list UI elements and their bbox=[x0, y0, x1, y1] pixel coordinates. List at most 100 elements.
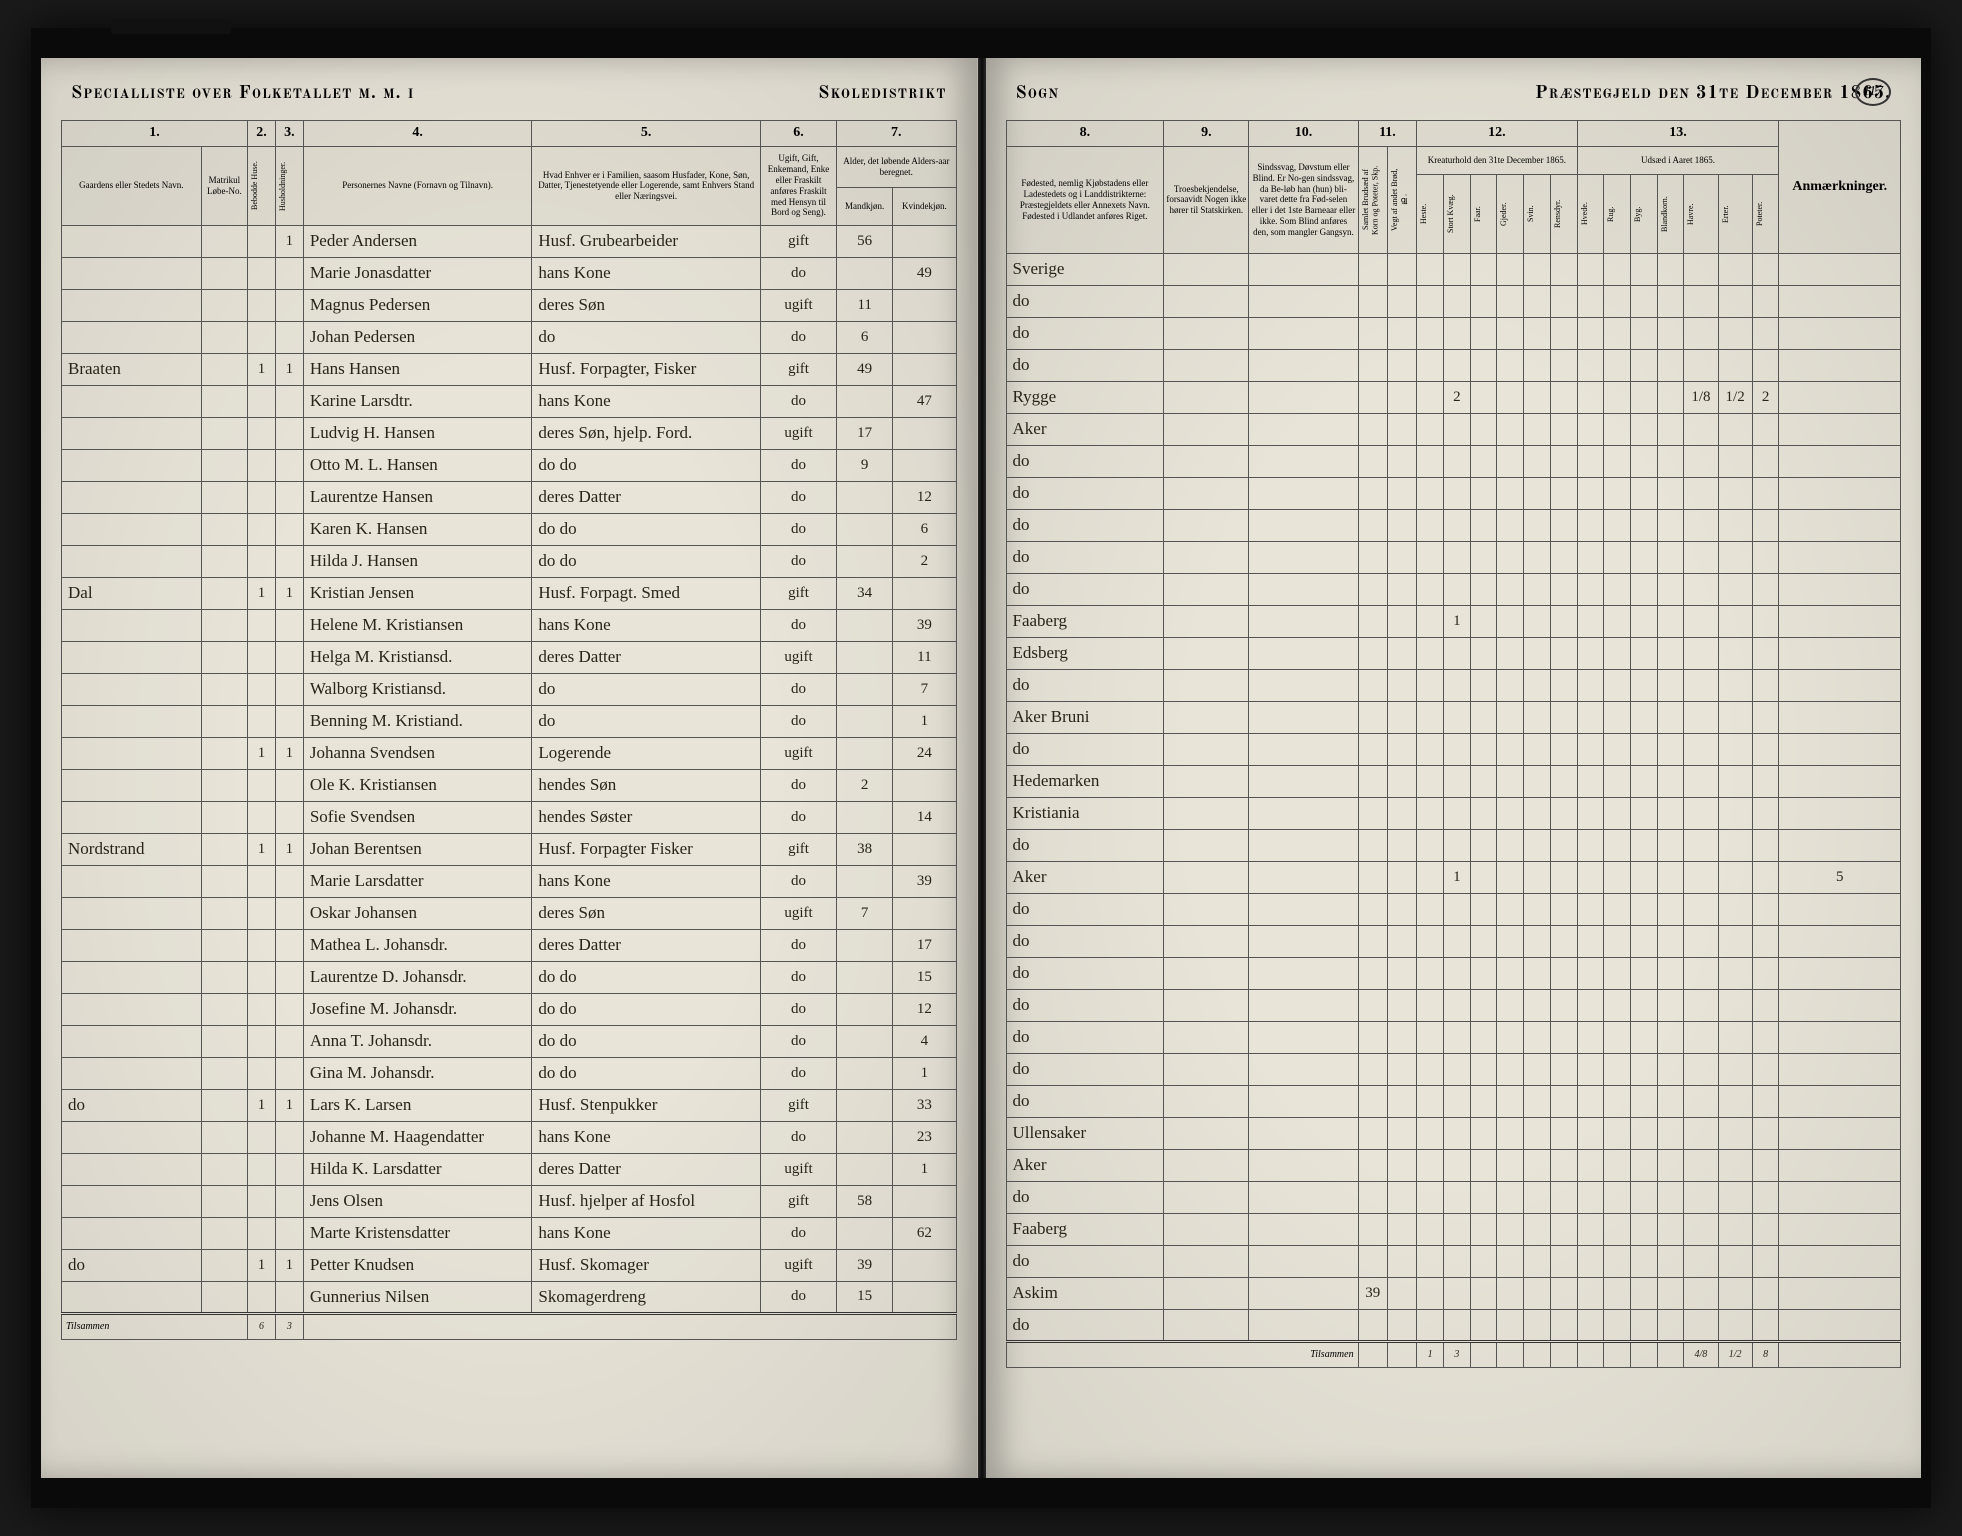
cell-11a bbox=[1358, 477, 1387, 509]
cell-birthplace: do bbox=[1006, 541, 1164, 573]
cell-household bbox=[275, 449, 303, 481]
binder-clip bbox=[111, 20, 231, 34]
cell-livestock bbox=[1444, 765, 1471, 797]
cell-sowing bbox=[1684, 253, 1718, 285]
cell-age-f: 15 bbox=[893, 961, 956, 993]
cell-11b bbox=[1387, 1085, 1416, 1117]
cell-role: deres Søn bbox=[532, 289, 761, 321]
cell-disability bbox=[1249, 893, 1358, 925]
cell-status: do bbox=[760, 609, 836, 641]
cell-sowing bbox=[1684, 765, 1718, 797]
cell-11b bbox=[1387, 893, 1416, 925]
table-row: Gunnerius NilsenSkomagerdrengdo15 bbox=[62, 1281, 957, 1313]
cell-status: gift bbox=[760, 577, 836, 609]
cell-sowing bbox=[1657, 285, 1684, 317]
cell-livestock bbox=[1497, 1277, 1524, 1309]
table-row: Ole K. Kristiansenhendes Søndo2 bbox=[62, 769, 957, 801]
cell-livestock bbox=[1417, 573, 1444, 605]
cell-age-m bbox=[837, 705, 893, 737]
cell-faith bbox=[1164, 1085, 1249, 1117]
cell-sowing bbox=[1684, 349, 1718, 381]
cell-livestock bbox=[1470, 861, 1497, 893]
cell-age-m bbox=[837, 961, 893, 993]
cell-livestock bbox=[1550, 765, 1577, 797]
table-row: Nordstrand11Johan BerentsenHusf. Forpagt… bbox=[62, 833, 957, 865]
cell-livestock bbox=[1444, 1053, 1471, 1085]
cell-sowing bbox=[1604, 797, 1631, 829]
cell-sowing bbox=[1684, 477, 1718, 509]
cell-sowing bbox=[1684, 541, 1718, 573]
cell-livestock bbox=[1497, 509, 1524, 541]
cell-sowing bbox=[1657, 253, 1684, 285]
cell-role: Husf. Forpagter, Fisker bbox=[532, 353, 761, 385]
cell-sowing bbox=[1752, 829, 1779, 861]
cell-age-m bbox=[837, 1057, 893, 1089]
cell-status: do bbox=[760, 1057, 836, 1089]
cell-sowing bbox=[1657, 317, 1684, 349]
cell-remarks bbox=[1779, 957, 1901, 989]
cell-household bbox=[275, 385, 303, 417]
table-row: Faaberg bbox=[1006, 1213, 1901, 1245]
cell-household bbox=[275, 801, 303, 833]
cell-livestock bbox=[1444, 989, 1471, 1021]
cell-place bbox=[62, 1153, 202, 1185]
col-4: 4. bbox=[303, 121, 532, 147]
cell-remarks bbox=[1779, 733, 1901, 765]
sum-houses: 6 bbox=[248, 1313, 276, 1339]
col-7: 7. bbox=[837, 121, 956, 147]
cell-livestock bbox=[1497, 573, 1524, 605]
cell-household bbox=[275, 929, 303, 961]
cell-faith bbox=[1164, 1213, 1249, 1245]
cell-faith bbox=[1164, 669, 1249, 701]
cell-place: Braaten bbox=[62, 353, 202, 385]
cell-matrikul bbox=[201, 929, 247, 961]
cell-remarks bbox=[1779, 637, 1901, 669]
cell-livestock bbox=[1524, 701, 1551, 733]
cell-status: gift bbox=[760, 833, 836, 865]
table-row: do bbox=[1006, 829, 1901, 861]
table-row: do bbox=[1006, 477, 1901, 509]
cell-name: Gina M. Johansdr. bbox=[303, 1057, 532, 1089]
cell-matrikul bbox=[201, 833, 247, 865]
cell-matrikul bbox=[201, 1249, 247, 1281]
table-row: do bbox=[1006, 1085, 1901, 1117]
cell-livestock bbox=[1417, 349, 1444, 381]
cell-role: hans Kone bbox=[532, 257, 761, 289]
cell-remarks bbox=[1779, 925, 1901, 957]
cell-sowing bbox=[1577, 445, 1604, 477]
h-sowing: Udsæd i Aaret 1865. bbox=[1577, 146, 1779, 174]
cell-birthplace: Faaberg bbox=[1006, 605, 1164, 637]
cell-birthplace: Aker bbox=[1006, 413, 1164, 445]
cell-livestock bbox=[1444, 925, 1471, 957]
cell-livestock bbox=[1470, 701, 1497, 733]
table-row: Aker Bruni bbox=[1006, 701, 1901, 733]
cell-sowing bbox=[1657, 445, 1684, 477]
cell-livestock bbox=[1550, 381, 1577, 413]
cell-livestock bbox=[1417, 925, 1444, 957]
cell-age-f bbox=[893, 897, 956, 929]
cell-livestock bbox=[1470, 1213, 1497, 1245]
cell-livestock bbox=[1417, 1277, 1444, 1309]
cell-house bbox=[248, 865, 276, 897]
cell-age-m bbox=[837, 673, 893, 705]
table-row: Johanne M. Haagendatterhans Konedo23 bbox=[62, 1121, 957, 1153]
cell-disability bbox=[1249, 637, 1358, 669]
col-11: 11. bbox=[1358, 121, 1417, 147]
cell-11a bbox=[1358, 253, 1387, 285]
cell-disability bbox=[1249, 605, 1358, 637]
cell-livestock bbox=[1417, 1213, 1444, 1245]
cell-sowing bbox=[1718, 1085, 1752, 1117]
cell-livestock bbox=[1524, 829, 1551, 861]
cell-age-m: 56 bbox=[837, 225, 893, 257]
col-6: 6. bbox=[760, 121, 836, 147]
cell-faith bbox=[1164, 1277, 1249, 1309]
cell-name: Magnus Pedersen bbox=[303, 289, 532, 321]
cell-age-m: 17 bbox=[837, 417, 893, 449]
cell-livestock bbox=[1550, 797, 1577, 829]
cell-age-f: 17 bbox=[893, 929, 956, 961]
cell-11b bbox=[1387, 765, 1416, 797]
cell-faith bbox=[1164, 317, 1249, 349]
header-title-c: Sogn bbox=[1016, 83, 1060, 105]
cell-house bbox=[248, 1057, 276, 1089]
cell-11a bbox=[1358, 317, 1387, 349]
